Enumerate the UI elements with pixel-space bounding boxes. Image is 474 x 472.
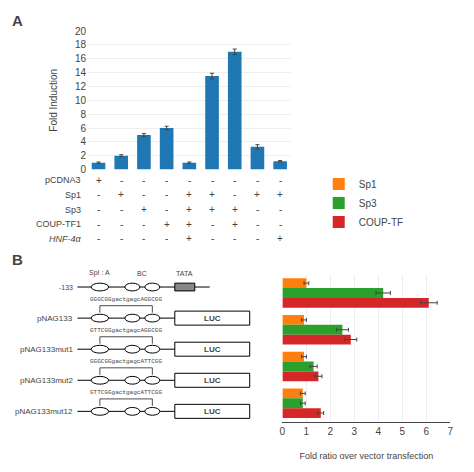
svg-text:Sp1: Sp1	[359, 179, 377, 190]
svg-text:12: 12	[75, 81, 87, 92]
svg-text:-: -	[211, 233, 214, 244]
svg-text:-: -	[279, 204, 282, 215]
svg-text:Sp3: Sp3	[359, 198, 377, 209]
svg-text:HNF-4α: HNF-4α	[49, 234, 81, 244]
svg-text:2: 2	[81, 150, 87, 161]
svg-text:-: -	[256, 175, 259, 186]
svg-text:-: -	[256, 204, 259, 215]
svg-text:-: -	[142, 175, 145, 186]
svg-text:+: +	[232, 219, 238, 230]
svg-text:-: -	[142, 189, 145, 200]
svg-text:-: -	[165, 204, 168, 215]
svg-text:18: 18	[75, 39, 87, 50]
svg-text:LUC: LUC	[204, 407, 221, 416]
svg-text:GTTCGGgactgagcAGGCGG: GTTCGGgactgagcAGGCGG	[90, 327, 162, 334]
svg-text:1: 1	[304, 426, 310, 437]
svg-text:A: A	[12, 12, 23, 29]
svg-text:4: 4	[81, 136, 87, 147]
svg-text:4: 4	[376, 426, 382, 437]
svg-text:20: 20	[75, 26, 87, 37]
svg-text:GTTCGGgactgagcATTCGG: GTTCGGgactgagcATTCGG	[90, 389, 162, 396]
svg-text:-: -	[256, 219, 259, 230]
svg-text:Sp1: Sp1	[65, 190, 81, 200]
svg-text:GGGCGGgactgagcAGGCGG: GGGCGGgactgagcAGGCGG	[90, 296, 162, 303]
svg-text:+: +	[254, 189, 260, 200]
svg-text:2: 2	[328, 426, 334, 437]
svg-text:5: 5	[400, 426, 406, 437]
svg-text:COUP-TF1: COUP-TF1	[36, 219, 81, 229]
svg-text:-: -	[211, 219, 214, 230]
svg-text:+: +	[277, 233, 283, 244]
svg-text:-: -	[188, 175, 191, 186]
svg-text:-: -	[142, 219, 145, 230]
svg-text:Fold Induction: Fold Induction	[48, 69, 59, 132]
svg-text:-: -	[120, 219, 123, 230]
svg-text:-: -	[165, 175, 168, 186]
svg-text:-: -	[97, 233, 100, 244]
svg-text:+: +	[232, 204, 238, 215]
svg-text:pNAG133mut12: pNAG133mut12	[15, 407, 73, 416]
svg-text:+: +	[209, 189, 215, 200]
svg-text:pNAG133: pNAG133	[37, 314, 73, 323]
svg-text:-: -	[142, 233, 145, 244]
svg-text:6: 6	[424, 426, 430, 437]
svg-text:+: +	[118, 189, 124, 200]
svg-text:+: +	[186, 233, 192, 244]
svg-text:+: +	[186, 189, 192, 200]
svg-text:-: -	[120, 175, 123, 186]
svg-text:+: +	[209, 204, 215, 215]
svg-text:0: 0	[81, 164, 87, 175]
svg-text:BC: BC	[137, 270, 147, 277]
svg-text:-: -	[165, 233, 168, 244]
svg-text:pNAG133mut2: pNAG133mut2	[20, 376, 73, 385]
svg-text:pNAG133mut1: pNAG133mut1	[20, 345, 73, 354]
svg-text:3: 3	[352, 426, 358, 437]
svg-text:7: 7	[448, 426, 454, 437]
svg-text:-: -	[233, 233, 236, 244]
svg-text:TATA: TATA	[176, 270, 193, 277]
svg-text:10: 10	[75, 95, 87, 106]
svg-text:-: -	[279, 219, 282, 230]
svg-text:-: -	[279, 175, 282, 186]
svg-text:Fold ratio over vector transfe: Fold ratio over vector transfection	[300, 451, 434, 461]
svg-text:LUC: LUC	[204, 345, 221, 354]
svg-text:-: -	[256, 233, 259, 244]
svg-text:0: 0	[280, 426, 286, 437]
svg-text:+: +	[164, 219, 170, 230]
svg-text:-: -	[120, 233, 123, 244]
svg-text:-: -	[97, 204, 100, 215]
svg-text:-: -	[97, 219, 100, 230]
svg-text:LUC: LUC	[204, 314, 221, 323]
svg-text:-133: -133	[59, 284, 73, 291]
svg-text:-: -	[233, 189, 236, 200]
svg-text:-: -	[97, 189, 100, 200]
svg-text:6: 6	[81, 123, 87, 134]
svg-text:-: -	[211, 175, 214, 186]
svg-text:8: 8	[81, 109, 87, 120]
svg-text:16: 16	[75, 53, 87, 64]
svg-text:COUP-TF: COUP-TF	[359, 217, 403, 228]
svg-text:+: +	[186, 219, 192, 230]
svg-text:+: +	[186, 204, 192, 215]
svg-text:Sp3: Sp3	[65, 205, 81, 215]
svg-text:14: 14	[75, 67, 87, 78]
svg-text:+: +	[277, 189, 283, 200]
svg-text:B: B	[12, 251, 23, 268]
svg-text:-: -	[233, 175, 236, 186]
svg-text:SpI : A: SpI : A	[89, 269, 110, 277]
svg-text:LUC: LUC	[204, 376, 221, 385]
svg-text:+: +	[141, 204, 147, 215]
svg-text:+: +	[96, 175, 102, 186]
svg-text:-: -	[165, 189, 168, 200]
svg-text:pCDNA3: pCDNA3	[45, 175, 81, 185]
svg-text:GGGCGGgactgagcATTCGG: GGGCGGgactgagcATTCGG	[90, 358, 162, 365]
svg-text:-: -	[120, 204, 123, 215]
